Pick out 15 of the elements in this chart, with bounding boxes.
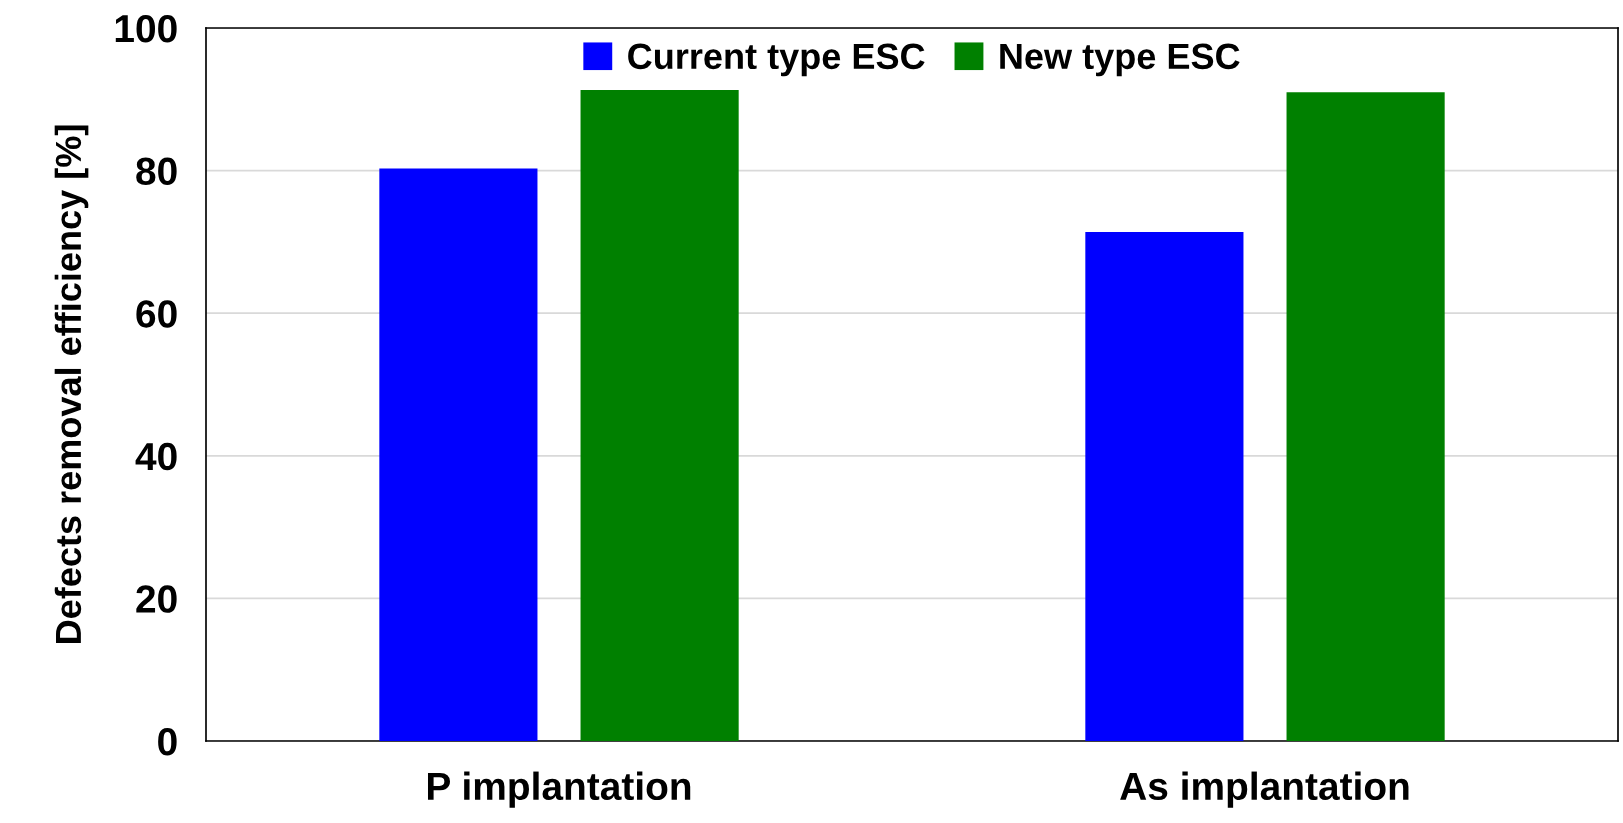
bar xyxy=(580,90,739,741)
legend-label: Current type ESC xyxy=(628,43,925,77)
y-tick-label: 0 xyxy=(158,727,177,756)
y-axis-title: Defects removal efficiency [%] xyxy=(54,125,89,643)
y-tick-label: 80 xyxy=(136,157,177,186)
legend-label: New type ESC xyxy=(1000,43,1240,77)
x-tick-label: P implantation xyxy=(427,771,691,808)
y-tick-label: 60 xyxy=(136,300,177,328)
y-tick-label: 20 xyxy=(136,585,177,613)
bar xyxy=(1286,92,1445,741)
bar xyxy=(379,168,538,741)
y-tick-label: 100 xyxy=(115,14,177,43)
y-tick-label: 40 xyxy=(135,442,177,471)
bar xyxy=(1085,231,1244,741)
x-tick-label: As implantation xyxy=(1120,771,1409,808)
